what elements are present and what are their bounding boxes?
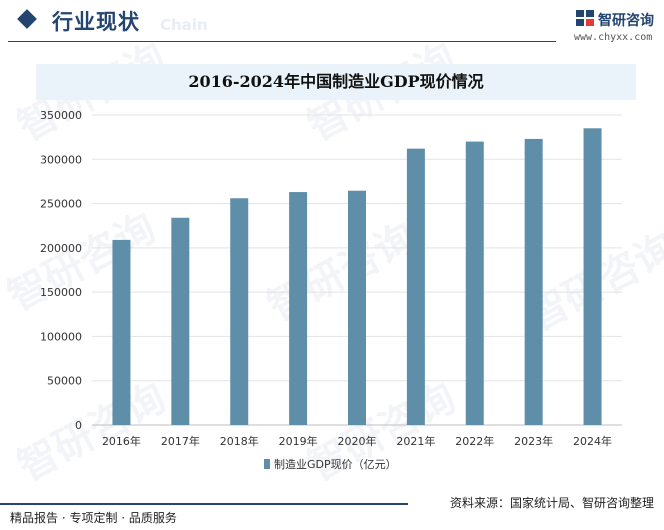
x-tick-label: 2016年 <box>102 434 141 448</box>
y-tick-label: 350000 <box>40 109 82 122</box>
x-tick-label: 2021年 <box>396 434 435 448</box>
logo-icon <box>576 10 594 26</box>
header-ghost-text: Chain <box>160 16 208 34</box>
x-tick-label: 2017年 <box>161 434 200 448</box>
bar <box>171 217 190 425</box>
brand-name: 智研咨询 <box>598 13 654 29</box>
chart-title: 2016-2024年中国制造业GDP现价情况 <box>188 72 484 91</box>
y-tick-label: 50000 <box>47 375 82 388</box>
footer-divider <box>0 503 408 505</box>
x-tick-label: 2020年 <box>338 434 377 448</box>
legend-swatch <box>264 459 270 469</box>
source-note: 资料来源：国家统计局、智研咨询整理 <box>449 496 654 510</box>
bar <box>583 128 602 426</box>
y-tick-label: 0 <box>75 419 82 432</box>
bar <box>348 190 366 425</box>
page-title: 行业现状 <box>52 10 140 34</box>
bar <box>406 148 425 425</box>
legend-label: 制造业GDP现价（亿元） <box>274 457 397 471</box>
x-tick-label: 2024年 <box>573 434 612 448</box>
bar <box>112 239 131 425</box>
x-tick-label: 2023年 <box>514 434 553 448</box>
chart-title-band: 2016-2024年中国制造业GDP现价情况 <box>36 64 636 100</box>
page-header: 行业现状 Chain 智研咨询 www.chyxx.com <box>0 0 664 46</box>
y-tick-label: 200000 <box>40 242 82 255</box>
bar <box>524 138 543 425</box>
x-tick-label: 2019年 <box>279 434 318 448</box>
brand-logo: 智研咨询 www.chyxx.com <box>574 8 656 48</box>
header-divider <box>8 41 556 42</box>
y-tick-label: 100000 <box>40 330 82 343</box>
footer-tagline: 精品报告 · 专项定制 · 品质服务 <box>10 511 177 525</box>
bar <box>289 192 308 425</box>
brand-url: www.chyxx.com <box>574 32 653 43</box>
bar <box>230 198 249 425</box>
bar <box>465 141 484 426</box>
x-tick-label: 2018年 <box>220 434 259 448</box>
y-tick-label: 150000 <box>40 286 82 299</box>
y-tick-label: 250000 <box>40 198 82 211</box>
y-tick-label: 300000 <box>40 153 82 166</box>
x-tick-label: 2022年 <box>455 434 494 448</box>
